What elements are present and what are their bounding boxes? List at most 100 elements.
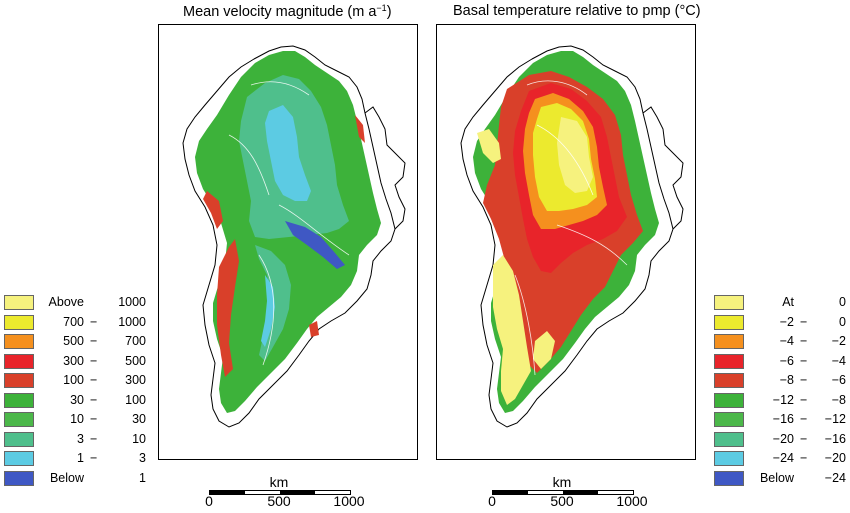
temperature-legend-row: At 0: [714, 294, 848, 314]
temperature-legend-row: −12− −8: [714, 392, 848, 412]
velocity-legend-row: 300− 500: [4, 353, 154, 373]
velocity-map-frame: [158, 24, 418, 460]
velocity-legend-swatch: [4, 451, 34, 466]
temperature-legend-hi: −16: [824, 431, 846, 446]
velocity-legend-hi: 30: [132, 412, 146, 426]
velocity-legend-swatch: [4, 470, 34, 486]
temperature-legend-sep: −: [800, 314, 808, 329]
temperature-legend-row: −20− −16: [714, 431, 848, 451]
velocity-legend-sep: −: [90, 353, 98, 368]
temperature-legend-lo: Below: [759, 470, 794, 485]
velocity-legend-swatch: [4, 431, 34, 447]
velocity-map-title: Mean velocity magnitude (m a−1): [183, 3, 392, 20]
velocity-legend: Above 1000 700−1000 500−700 300−500 100−300 30…: [4, 294, 154, 489]
velocity-legend-hi: 100: [125, 392, 146, 407]
velocity-legend-swatch: [4, 373, 34, 388]
temperature-legend-hi: −6: [831, 373, 846, 387]
temperature-legend-swatch: [714, 373, 744, 388]
velocity-legend-hi: 3: [139, 451, 146, 465]
velocity-legend-lo: 500: [63, 334, 84, 348]
temperature-legend-sep: −: [800, 431, 808, 446]
temperature-legend-swatch: [714, 314, 744, 330]
temperature-legend-row: −8− −6: [714, 372, 848, 392]
scale-bar-unit: km: [552, 474, 572, 490]
temperature-legend-row: Below −24: [714, 470, 848, 490]
velocity-legend-hi: 300: [125, 373, 146, 387]
temperature-legend-row: −24− −20: [714, 450, 848, 470]
velocity-legend-lo: 30: [70, 392, 84, 407]
temperature-legend-swatch: [714, 392, 744, 408]
basal-temperature-map-title: Basal temperature relative to pmp (°C): [453, 3, 701, 19]
velocity-legend-row: 30− 100: [4, 392, 154, 412]
velocity-legend-row: 500− 700: [4, 333, 154, 353]
velocity-legend-lo: 100: [63, 373, 84, 387]
velocity-legend-hi: 1: [139, 470, 146, 485]
temperature-legend-row: −16− −12: [714, 411, 848, 431]
basal-temperature-map: [460, 45, 684, 428]
temperature-legend-swatch: [714, 431, 744, 447]
scale-tick-0: 0: [488, 493, 496, 509]
temperature-legend-hi: −4: [831, 353, 846, 368]
temperature-legend-lo: −6: [779, 353, 794, 368]
velocity-legend-hi: 1000: [118, 314, 146, 329]
velocity-legend-sep: −: [90, 334, 98, 348]
temperature-legend-lo: −4: [779, 334, 794, 348]
scale-tick-1000: 1000: [616, 493, 648, 509]
velocity-legend-swatch: [4, 295, 34, 310]
velocity-legend-swatch: [4, 412, 34, 427]
velocity-map: [182, 45, 406, 428]
scale-tick-500: 500: [550, 493, 574, 509]
velocity-legend-sep: −: [90, 373, 98, 387]
temperature-legend-hi: 0: [839, 314, 846, 329]
temperature-legend-hi: 0: [839, 295, 846, 309]
velocity-legend-row: 100− 300: [4, 372, 154, 392]
velocity-legend-lo: 10: [70, 412, 84, 426]
velocity-legend-swatch: [4, 334, 34, 349]
temperature-legend-lo: −12: [772, 392, 794, 407]
temperature-legend-sep: −: [800, 373, 808, 387]
velocity-legend-sep: −: [90, 451, 98, 465]
velocity-legend-lo: 700: [63, 314, 84, 329]
scale-tick-0: 0: [205, 493, 213, 509]
temperature-legend-swatch: [714, 334, 744, 349]
temperature-legend-swatch: [714, 451, 744, 466]
scale-bar-unit: km: [269, 474, 289, 490]
temperature-legend-swatch: [714, 470, 744, 486]
temperature-legend-swatch: [714, 353, 744, 369]
velocity-legend-row: 700− 1000: [4, 314, 154, 334]
temperature-legend-sep: −: [800, 353, 808, 368]
velocity-legend-row: Below 1: [4, 470, 154, 490]
scale-bar-right: km 0 500 1000: [482, 474, 647, 510]
velocity-legend-row: Above 1000: [4, 294, 154, 314]
temperature-legend-hi: −12: [824, 412, 846, 426]
velocity-legend-row: 10− 30: [4, 411, 154, 431]
basal-temperature-map-frame: [436, 24, 696, 460]
velocity-legend-lo: 300: [63, 353, 84, 368]
velocity-legend-lo: Above: [48, 295, 84, 309]
temperature-legend-lo: −2: [779, 314, 794, 329]
temperature-legend-sep: −: [800, 412, 808, 426]
velocity-legend-row: 3− 10: [4, 431, 154, 451]
velocity-legend-lo: 1: [77, 451, 84, 465]
velocity-legend-lo: Below: [49, 470, 84, 485]
basal-temperature-legend: At 0 −2−0 −4− −2 −6− −4 −8− −6 −12− −8 −16− −12 −20− −…: [714, 294, 848, 489]
velocity-legend-lo: 3: [77, 431, 84, 446]
velocity-legend-swatch: [4, 353, 34, 369]
scale-tick-1000: 1000: [333, 493, 365, 509]
temperature-legend-hi: −24: [824, 470, 846, 485]
velocity-legend-swatch: [4, 314, 34, 330]
temperature-legend-sep: −: [800, 334, 808, 348]
ice-sheet-velocity-field: [195, 51, 381, 413]
temperature-legend-swatch: [714, 295, 744, 310]
temperature-legend-hi: −8: [831, 392, 846, 407]
ice-sheet-temperature-field: [473, 51, 659, 413]
temperature-legend-lo: −16: [772, 412, 794, 426]
velocity-legend-hi: 1000: [118, 295, 146, 309]
temperature-legend-sep: −: [800, 451, 808, 465]
velocity-legend-sep: −: [90, 412, 98, 426]
scale-tick-500: 500: [267, 493, 291, 509]
temperature-legend-sep: −: [800, 392, 808, 407]
temperature-legend-lo: −24: [772, 451, 794, 465]
velocity-legend-sep: −: [90, 314, 98, 329]
velocity-legend-swatch: [4, 392, 34, 408]
